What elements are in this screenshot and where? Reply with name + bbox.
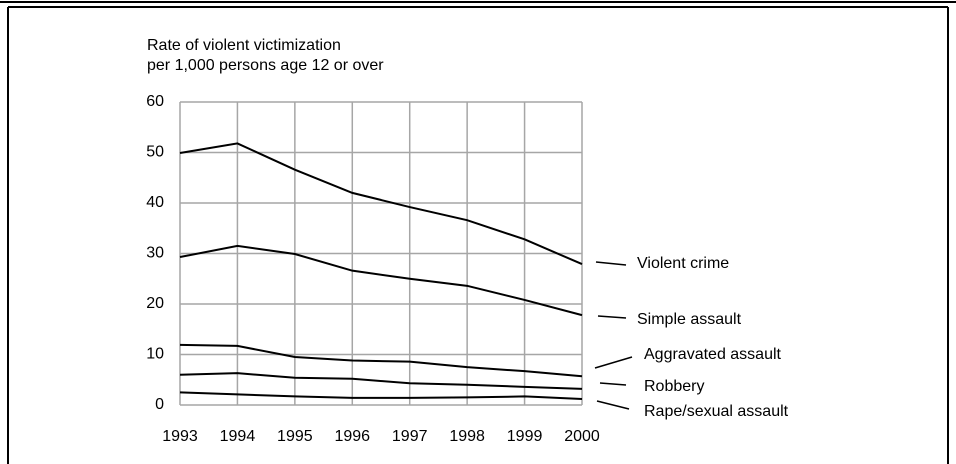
x-tick-label: 1994 [220, 428, 256, 445]
series-label: Simple assault [637, 311, 742, 328]
y-tick-label: 30 [146, 245, 164, 262]
series-label: Aggravated assault [644, 346, 782, 363]
x-tick-label: 1993 [162, 428, 198, 445]
x-tick-label: 2000 [564, 428, 600, 445]
y-tick-label: 40 [146, 194, 164, 211]
series-line [179, 372, 583, 390]
leader-line [597, 315, 627, 319]
leader-line [595, 261, 627, 266]
series-line [179, 142, 583, 266]
x-tick-label: 1997 [392, 428, 428, 445]
y-tick-label: 20 [146, 295, 164, 312]
series-line [179, 391, 583, 400]
series-line [179, 343, 583, 378]
y-axis-label: per 1,000 persons age 12 or over [147, 57, 384, 74]
series-label: Robbery [644, 378, 704, 395]
series-line [179, 244, 583, 317]
y-axis-label: Rate of violent victimization [147, 37, 341, 54]
y-tick-label: 10 [146, 346, 164, 363]
x-tick-label: 1995 [277, 428, 313, 445]
leader-line [594, 356, 633, 369]
x-tick-label: 1996 [334, 428, 370, 445]
x-tick-label: 1998 [449, 428, 485, 445]
y-tick-label: 60 [146, 93, 164, 110]
x-tick-label: 1999 [507, 428, 543, 445]
y-tick-label: 50 [146, 144, 164, 161]
series-label: Violent crime [637, 255, 729, 272]
leader-line [599, 382, 627, 386]
leader-line [596, 400, 630, 410]
series-label: Rape/sexual assault [644, 403, 789, 420]
y-tick-label: 0 [155, 396, 164, 413]
